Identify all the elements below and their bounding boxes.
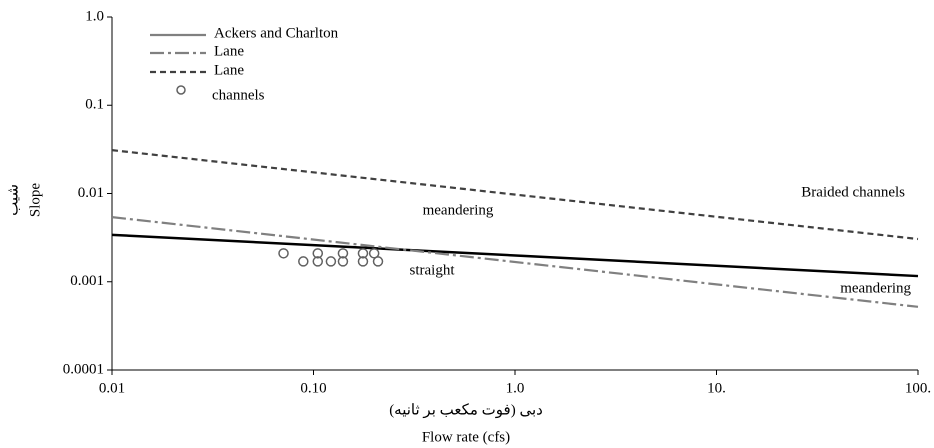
data-point <box>337 248 349 259</box>
annotation: Braided channels <box>801 184 905 200</box>
data-point <box>312 256 324 267</box>
series-line <box>111 233 919 278</box>
y-axis-label: شیب <box>5 184 21 216</box>
y-axis-label: Slope <box>27 183 43 218</box>
data-point <box>357 248 369 259</box>
annotation: meandering <box>840 280 911 296</box>
data-point <box>357 256 369 267</box>
annotation: meandering <box>423 202 494 218</box>
x-tick-label: 100. <box>905 380 931 396</box>
x-tick-label: 0.01 <box>99 380 125 396</box>
legend-marker <box>176 85 186 95</box>
y-tick-label: 0.0001 <box>63 361 104 377</box>
legend-label: channels <box>212 87 265 103</box>
x-axis-label: Flow rate (cfs) <box>422 429 510 445</box>
data-point <box>278 248 289 259</box>
x-tick-label: 10. <box>707 380 726 396</box>
legend-label: Lane <box>214 43 244 59</box>
data-point <box>372 256 384 267</box>
y-tick-label: 0.1 <box>85 97 104 113</box>
series-line <box>111 216 919 308</box>
data-point <box>325 256 337 267</box>
data-point <box>298 256 309 267</box>
x-axis-label: دبی (فوت مکعب بر ثانیه) <box>389 402 543 418</box>
data-point <box>337 256 349 267</box>
y-tick-label: 0.01 <box>78 185 104 201</box>
data-point <box>368 248 380 259</box>
data-point <box>312 248 324 259</box>
y-tick-label: 1.0 <box>85 8 104 24</box>
x-tick-label: 0.10 <box>300 380 326 396</box>
legend-label: Lane <box>214 62 244 78</box>
x-tick-label: 1.0 <box>506 380 525 396</box>
legend-label: Ackers and Charlton <box>214 25 339 41</box>
annotation: straight <box>410 262 456 278</box>
series-line <box>111 149 919 241</box>
y-tick-label: 0.001 <box>70 273 104 289</box>
